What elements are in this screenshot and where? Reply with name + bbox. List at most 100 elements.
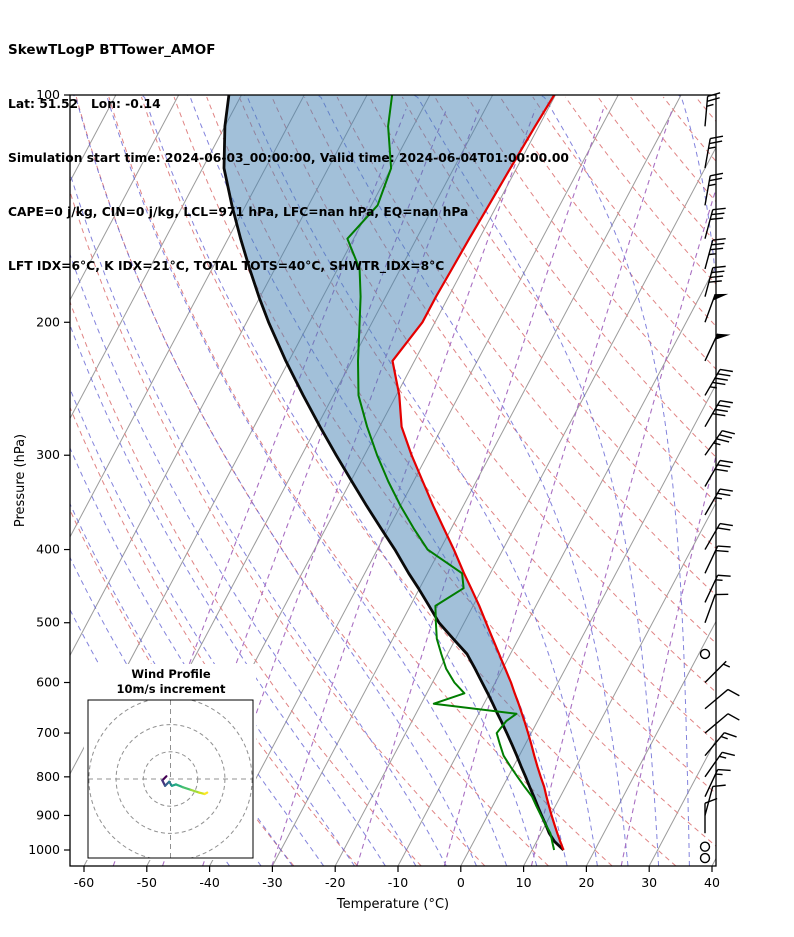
mixing-ratio-line [620, 453, 716, 866]
wind-barb [704, 237, 726, 270]
hodograph-trace-segment [189, 788, 201, 794]
hodograph-inset [84, 664, 256, 860]
profile-curves [222, 95, 565, 852]
hodograph-titles: Wind Profile 10m/s increment [86, 667, 256, 697]
shaded-area [224, 95, 564, 850]
wind-barbs [699, 92, 740, 864]
dry-adiabat-line [532, 96, 716, 328]
moist-adiabat-line [413, 95, 660, 866]
page-title: SkewTLogP BTTower_AMOF [8, 42, 216, 58]
dry-adiabat-line [564, 96, 716, 285]
hodograph-speed-ring [142, 751, 199, 807]
wind-barb [704, 768, 731, 798]
calm-wind-circle [699, 841, 711, 852]
dry-adiabat-line [401, 96, 716, 503]
time-line: Simulation start time: 2024-06-03_00:00:… [8, 151, 569, 165]
hodograph-title: Wind Profile [131, 667, 211, 681]
y-tick-label: 900 [36, 807, 60, 822]
wind-barb [704, 92, 721, 127]
isotherm-line [711, 857, 716, 866]
x-tick-label: -10 [388, 875, 408, 890]
y-tick-label: 300 [36, 447, 60, 462]
x-tick-label: -50 [137, 875, 157, 890]
wind-barb [704, 265, 726, 297]
dry-adiabat-line [467, 96, 716, 414]
axes: -60 -50 -40 -30 -20 -10 0 10 20 30 40 100 200 300 400 5… [13, 87, 720, 912]
moist-adiabat-line [317, 95, 629, 866]
calm-wind-circle [699, 648, 711, 660]
moist-adiabat-line [104, 95, 508, 866]
x-tick-label: 0 [457, 875, 465, 890]
plot-frame [69, 94, 717, 867]
dry-adiabat-line [108, 96, 613, 866]
x-tick-label: -20 [325, 875, 345, 890]
x-axis-label: Temperature (°C) [336, 897, 449, 912]
wind-barb [704, 400, 733, 428]
mixing-ratio-line [356, 109, 604, 866]
wind-barb [704, 522, 733, 550]
isotherm-line [70, 95, 180, 302]
y-tick-label: 400 [36, 542, 60, 557]
dry-adiabat-line [271, 96, 716, 693]
x-tick-label: -60 [74, 875, 94, 890]
hodograph-speed-ring [115, 724, 226, 834]
x-tick-label: -40 [199, 875, 219, 890]
isotherm-line [523, 501, 716, 866]
hodograph-trace-segment [174, 783, 184, 789]
y-tick-label: 700 [36, 725, 60, 740]
wind-barb [704, 660, 731, 684]
isotherm-line [397, 264, 716, 866]
y-axis-label: Pressure (hPa) [13, 434, 28, 527]
wind-barb [704, 333, 731, 362]
y-tick-label: 800 [36, 769, 60, 784]
hodograph-frame [87, 699, 254, 859]
isotherm-line [648, 738, 716, 866]
moist-adiabat-line [751, 95, 780, 866]
dry-adiabat-line [173, 96, 716, 847]
parcel-curve [222, 95, 565, 852]
x-tick-label: 30 [641, 875, 657, 890]
mixing-ratio-line [443, 109, 673, 866]
stability-indices-line-1: CAPE=0 j/kg, CIN=0 j/kg, LCL=971 hPa, LF… [8, 205, 469, 219]
moist-adiabat-line [243, 95, 598, 866]
x-tick-label: 40 [704, 875, 720, 890]
wind-barb [704, 368, 733, 396]
calm-wind-circle [699, 852, 711, 864]
moist-adiabat-line [540, 95, 690, 866]
dry-adiabat-line [238, 96, 716, 744]
wind-barb [704, 688, 740, 710]
moist-adiabat-line [70, 252, 417, 866]
mixing-ratio-line [530, 187, 716, 866]
temperature-curve [391, 95, 565, 851]
dry-adiabat-line [662, 96, 716, 162]
dry-adiabat-line [70, 190, 486, 866]
y-tick-label: 100 [36, 87, 60, 102]
wind-barb [704, 135, 724, 169]
wind-barb [704, 172, 724, 206]
wind-barb [704, 797, 718, 834]
y-tick-label: 1000 [28, 842, 60, 857]
dewpoint-curve [346, 95, 556, 851]
y-tick-label: 500 [36, 615, 60, 630]
wind-barb [704, 459, 733, 487]
wind-barb [704, 488, 733, 516]
x-tick-label: 10 [516, 875, 532, 890]
x-tick-label: -30 [262, 875, 282, 890]
wind-barb [704, 545, 731, 574]
moist-adiabat-line [678, 95, 716, 289]
wind-barb [704, 429, 735, 456]
hodograph-trace-segment [203, 791, 209, 796]
moist-adiabat-line [70, 446, 325, 866]
isotherm-line [334, 146, 716, 866]
dry-adiabat-line [597, 96, 716, 244]
wind-barb [704, 713, 740, 734]
moist-adiabat-line [141, 95, 538, 866]
dry-adiabat-line [70, 300, 422, 866]
hodograph-speed-ring [88, 700, 253, 858]
y-tick-label: 600 [36, 675, 60, 690]
wind-barb [704, 207, 726, 239]
x-tick-label: 20 [578, 875, 594, 890]
wind-barb [704, 732, 737, 757]
wind-barb [704, 293, 729, 323]
isotherm-line [271, 95, 682, 866]
